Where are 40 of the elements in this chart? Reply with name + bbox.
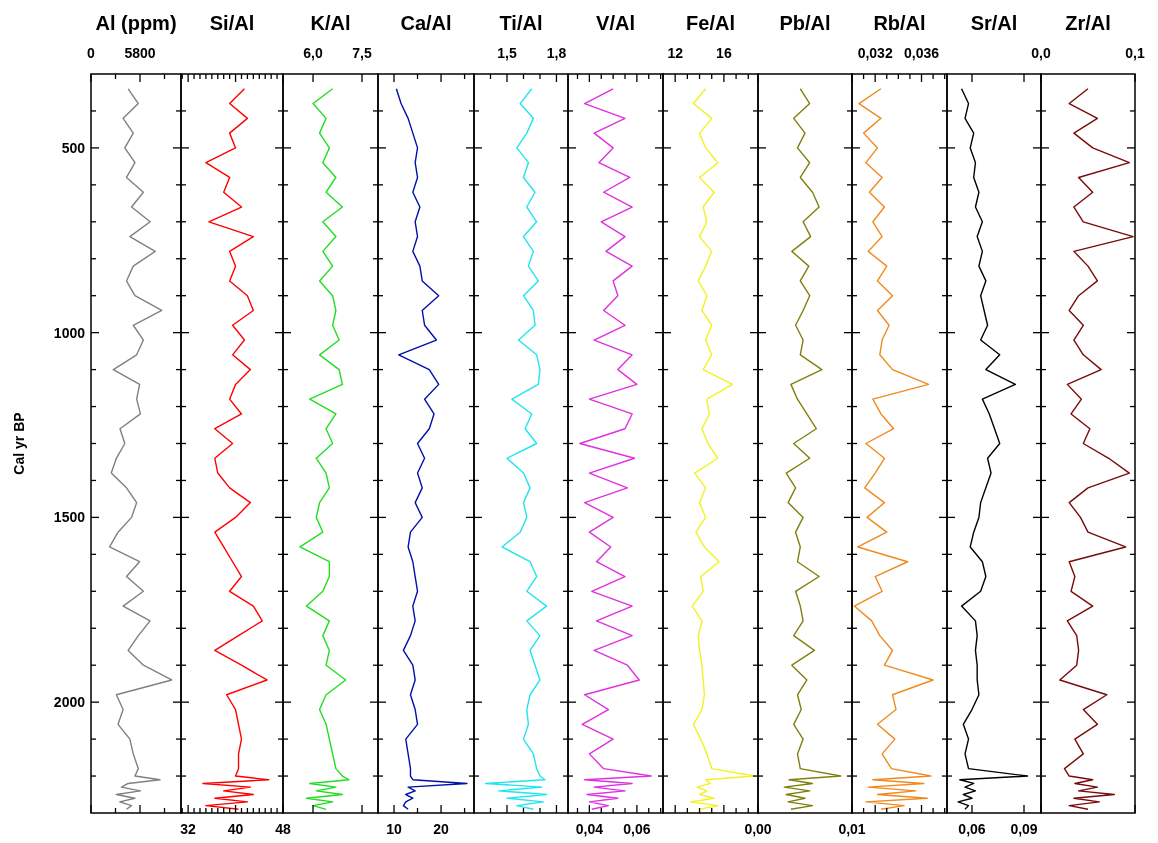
x-tick-label: 1,5 <box>497 45 517 61</box>
x-tick-label: 7,5 <box>352 45 372 61</box>
x-tick-label: 5800 <box>124 45 156 61</box>
y-tick-label: 1500 <box>53 509 86 526</box>
x-tick-label: 16 <box>716 45 732 61</box>
x-tick-label: 0 <box>87 45 96 61</box>
x-tick-label: 0,036 <box>903 45 940 61</box>
chart-title: K/Al <box>310 12 351 34</box>
chart-title: Zr/Al <box>1065 12 1111 34</box>
x-tick-label: 12 <box>667 45 684 61</box>
x-tick-label: 0,06 <box>623 821 651 837</box>
chart-title: Rb/Al <box>873 12 926 34</box>
x-tick-label: 0,00 <box>744 821 772 837</box>
chart-title: Sr/Al <box>970 12 1018 34</box>
y-axis-title: Cal yr BP <box>11 412 27 475</box>
x-tick-label: 32 <box>180 821 197 837</box>
y-tick-label: 2000 <box>53 694 86 711</box>
chart-title: Ca/Al <box>400 12 452 34</box>
chart-title: V/Al <box>596 12 635 34</box>
x-tick-label: 0,09 <box>1010 821 1038 837</box>
x-tick-label: 0,06 <box>958 821 986 837</box>
chart-title: Al (ppm) <box>95 12 177 34</box>
x-tick-label: 40 <box>227 821 244 837</box>
chart-title: Fe/Al <box>686 12 735 34</box>
line-series <box>108 88 173 811</box>
x-tick-label: 20 <box>433 821 450 837</box>
x-tick-label: 10 <box>386 821 402 837</box>
y-tick-label: 1000 <box>53 324 86 341</box>
x-tick-label: 0,0 <box>1031 45 1051 61</box>
x-tick-label: 0,04 <box>575 821 604 837</box>
x-tick-label: 1,8 <box>546 45 567 61</box>
x-tick-label: 6,0 <box>303 45 323 61</box>
x-tick-label: 0,1 <box>1125 45 1145 61</box>
x-tick-label: 0,032 <box>857 45 893 61</box>
x-tick-label: 0,01 <box>838 821 866 837</box>
chart-title: Pb/Al <box>779 12 831 34</box>
x-tick-label: 48 <box>275 821 291 837</box>
chart-title: Ti/Al <box>499 12 543 34</box>
chart-title: Si/Al <box>209 12 255 34</box>
y-tick-label: 500 <box>61 139 86 156</box>
